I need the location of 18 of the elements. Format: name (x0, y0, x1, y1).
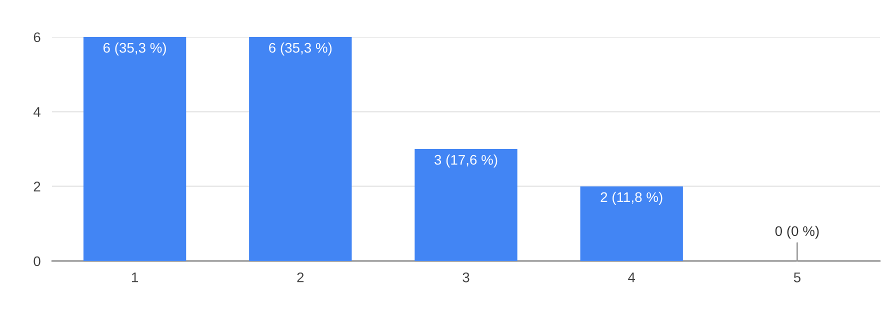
bar (83, 37, 186, 261)
x-tick-label: 3 (462, 272, 470, 282)
data-label: 6 (35,3 %) (103, 42, 166, 56)
x-tick-label: 4 (628, 272, 636, 282)
bar (580, 186, 683, 261)
bar (414, 149, 518, 261)
y-tick-label: 0 (34, 256, 40, 266)
y-tick-label: 4 (33, 107, 40, 117)
x-tick-label: 2 (297, 272, 304, 282)
y-tick-label: 2 (34, 182, 40, 192)
x-tick-label: 5 (794, 272, 800, 282)
data-label: 6 (35,3 %) (269, 42, 332, 56)
data-label: 2 (11,8 %) (600, 192, 662, 205)
y-tick-label: 6 (34, 32, 40, 42)
bar (249, 37, 352, 261)
data-label: 0 (0 %) (775, 226, 819, 239)
x-tick-label: 1 (132, 272, 138, 282)
data-label: 3 (17,6 %) (434, 154, 498, 168)
